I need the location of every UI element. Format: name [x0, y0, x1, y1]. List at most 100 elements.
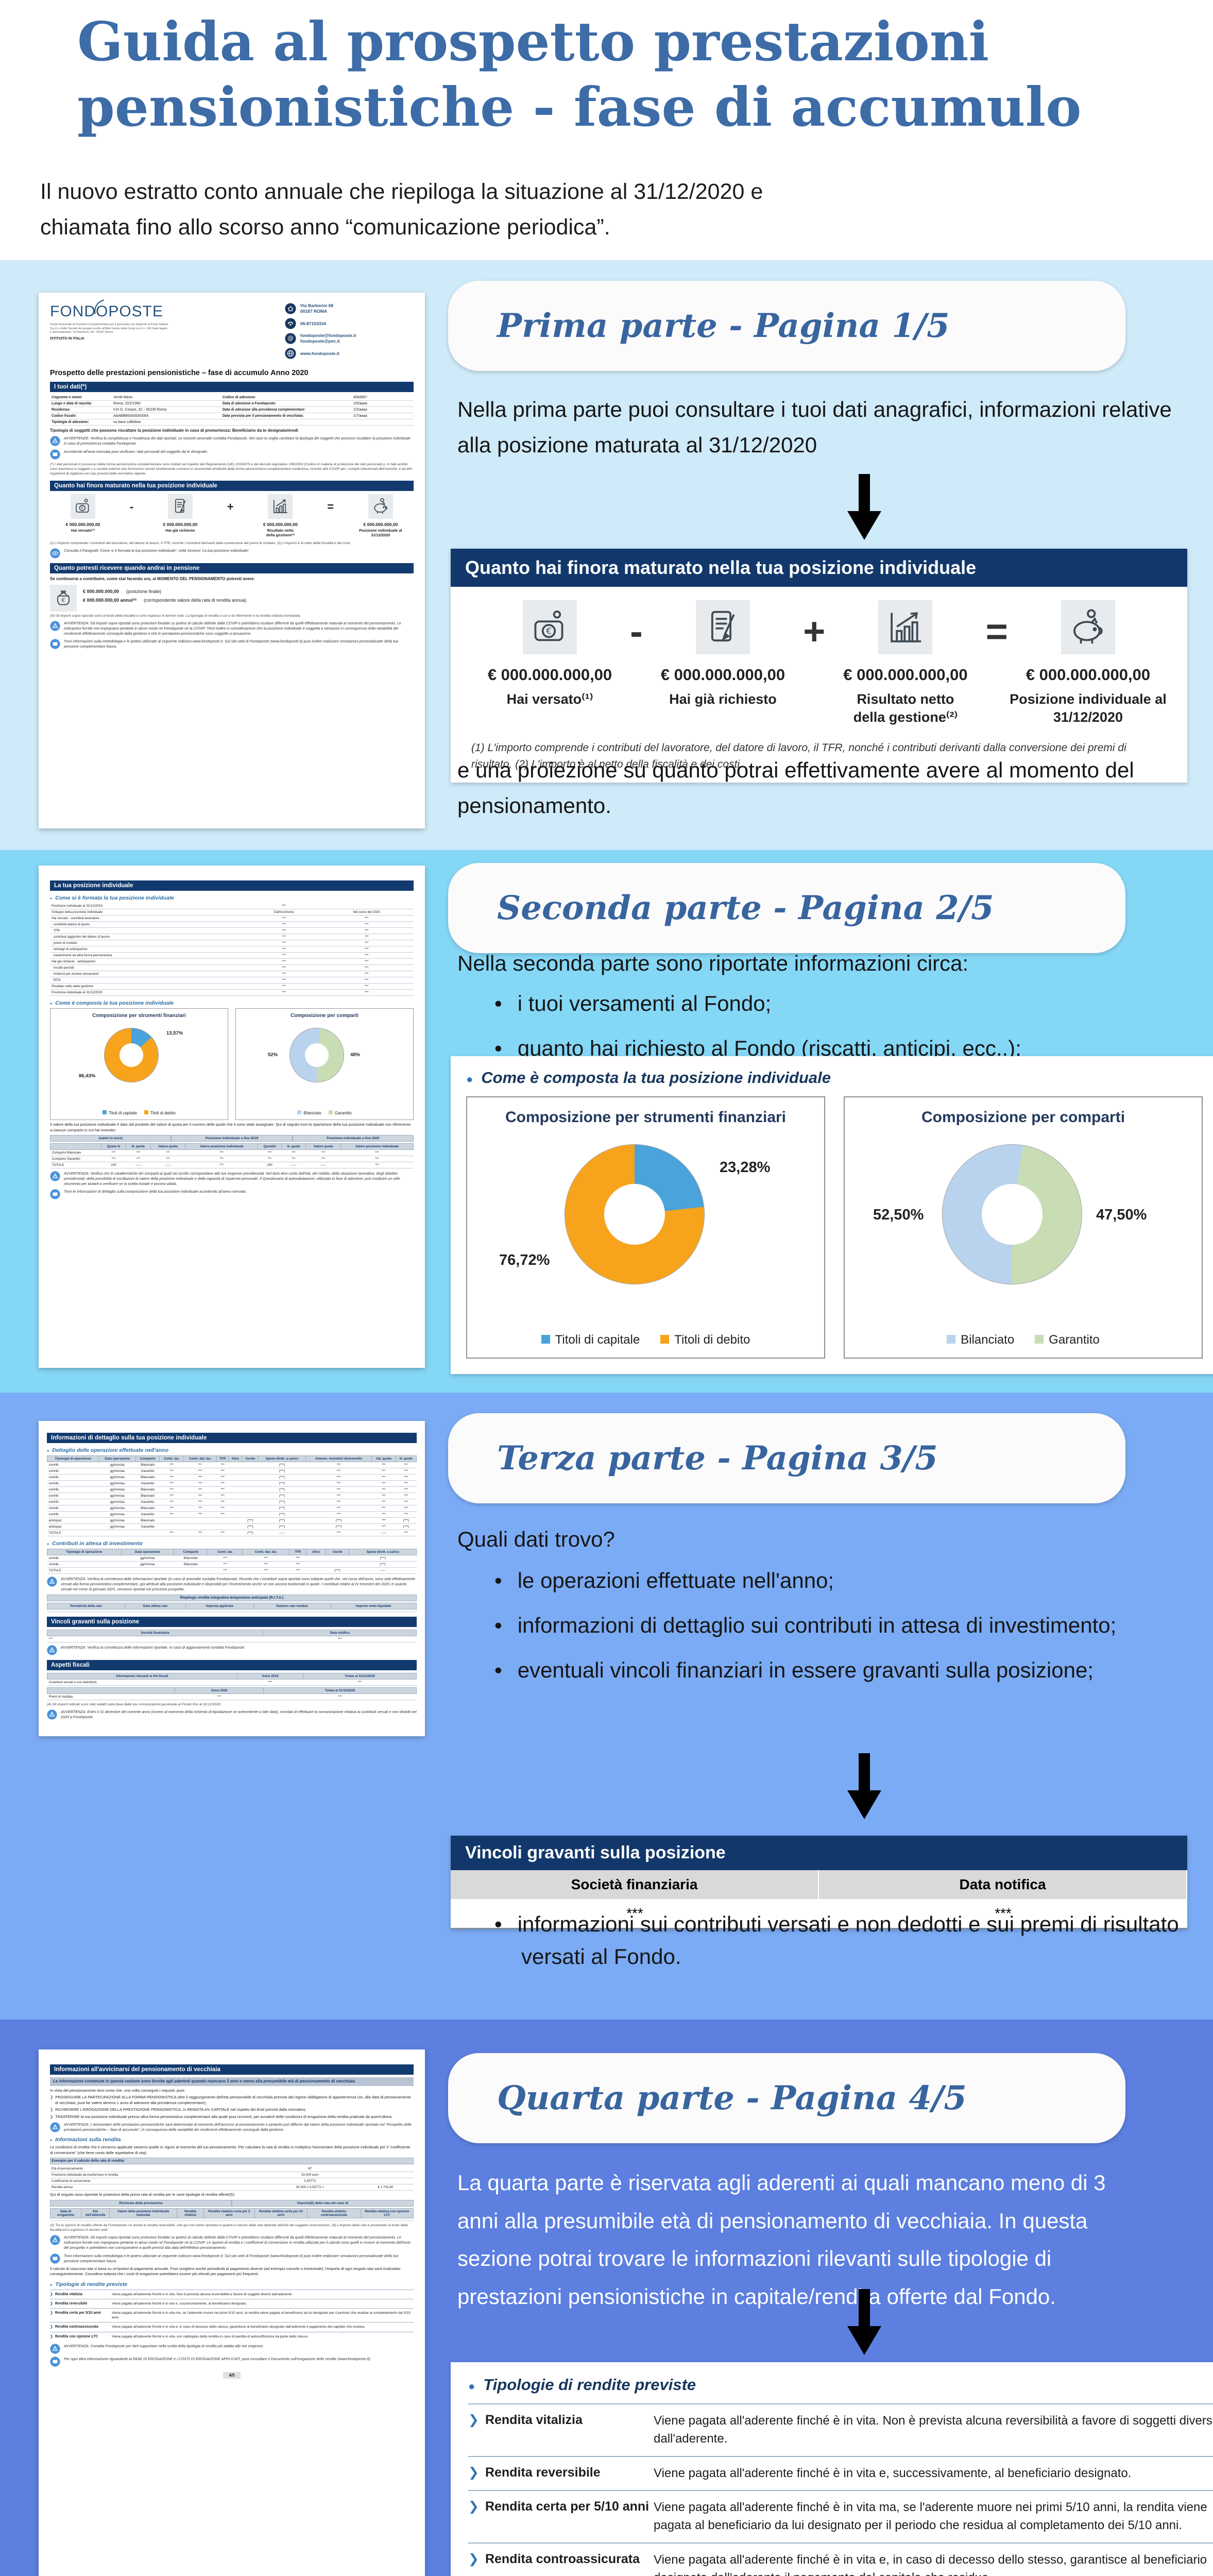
document-pencil-icon — [711, 611, 736, 641]
book-icon — [50, 449, 60, 460]
piggy-bank-icon — [1073, 609, 1103, 645]
mini-chart-comparti: Composizione per comparti 52% 48% Bilanc… — [235, 1008, 414, 1120]
esempio-rendita-table: Età di pensionamento 67 Posizione individu… — [50, 2166, 414, 2191]
maturato-mini-row: € 000.000.000,00 Hai versato⁽¹⁾ - € 000.0… — [52, 494, 412, 538]
book-icon — [50, 2357, 60, 2367]
minus-operator: - — [630, 610, 643, 653]
donut-chart — [943, 1145, 1082, 1284]
at-icon — [285, 333, 296, 344]
fiscali-2019-table: Informazioni rilevanti ai fini fiscali An… — [47, 1673, 417, 1686]
purse-icon — [57, 590, 70, 605]
s3-question: Quali dati trovo? — [457, 1527, 615, 1551]
fondoposte-logo: FONDOPOSTE — [50, 294, 168, 329]
eye-icon — [50, 548, 60, 558]
warning-icon — [50, 2235, 60, 2246]
down-arrow-icon — [847, 474, 881, 540]
composizione-title: Come è composta la tua posizione individ… — [466, 1069, 1203, 1087]
s3-bullet-extra: informazioni sui contributi versati e no… — [494, 1908, 1201, 1973]
rendite-box: Tipologie di rendite previste Rendita vi… — [451, 2362, 1213, 2576]
growth-chart-icon — [891, 612, 922, 642]
mini-chart-strumenti: Composizione per strumenti finanziari 13… — [50, 1008, 228, 1120]
ripartizione-table: Quota % N. quote Valore quota Valore posizi… — [50, 1143, 414, 1168]
contact-email: fondoposte@fondoposte.it fondoposte@pec.… — [300, 333, 356, 344]
contact-phone: 06-87153334 — [300, 320, 327, 326]
intro-text: Il nuovo estratto conto annuale che riep… — [40, 179, 763, 240]
plus-operator: + — [803, 610, 826, 653]
doc-title: Prospetto delle prestazioni pensionistic… — [50, 369, 309, 378]
posizione-table: Posizione individuale al 31/12/2019 *** Sv… — [50, 903, 414, 996]
composizione-card: Come è composta la tua posizione individ… — [451, 1056, 1213, 1374]
section-terza-parte: Informazioni di dettaglio sulla tua posi… — [0, 1393, 1213, 2020]
tile — [523, 600, 577, 654]
donut-chart — [105, 1028, 158, 1082]
tile — [1061, 600, 1115, 654]
proiezioni-table: Data di erogazione Età dell'aderente Valor… — [49, 2208, 414, 2221]
tile — [878, 600, 933, 654]
tile — [695, 600, 750, 654]
section-seconda-parte: La tua posizione individuale Come si è f… — [0, 850, 1213, 1393]
piggy-bank-icon — [374, 498, 387, 514]
contact-website: www.fondoposte.it — [300, 350, 339, 356]
heading-terza-parte: Terza parte - Pagina 3/5 — [448, 1413, 1125, 1503]
maturato-box: Quanto hai finora maturato nella tua pos… — [451, 549, 1187, 783]
phone-icon — [285, 318, 296, 330]
page-number: 4/5 — [223, 2371, 241, 2379]
chart-strumenti-finanziari: Composizione per strumenti finanziari 23… — [466, 1096, 825, 1359]
rita-table: Periodicità della rata Data ultima rata Im… — [47, 1603, 417, 1613]
warning-icon — [50, 621, 60, 632]
vincoli-mini-table: Società finanziaria Data notifica *** *** — [46, 1630, 417, 1643]
chart-comparti: Composizione per comparti 52,50% 47,50% … — [844, 1096, 1203, 1359]
down-arrow-icon — [847, 2289, 881, 2355]
dati-table: Cognome e nome: Verde Mario Codice di ades… — [50, 395, 414, 426]
contributi-attesa-table: Tipologia di operazione Data operazione Co… — [47, 1549, 417, 1574]
heading-quarta-parte: Quarta parte - Pagina 4/5 — [448, 2053, 1125, 2143]
fondoposte-logo-block: FONDOPOSTE Fondo Nazionale di Pensione C… — [50, 294, 168, 363]
warning-icon — [47, 1709, 57, 1720]
home-icon — [285, 303, 296, 315]
down-arrow-icon — [847, 1753, 881, 1819]
contact-address: Via Barberini 68 00187 ROMA — [300, 303, 334, 314]
maturato-footnote: (1) L'importo comprende i contributi del… — [471, 742, 1126, 770]
donut-chart — [290, 1028, 344, 1082]
warning-icon — [47, 1577, 57, 1587]
heading-seconda-parte: Seconda parte - Pagina 2/5 — [448, 863, 1125, 953]
s4-paragraph: La quarta parte è riservata agli aderent… — [457, 2171, 1106, 2309]
band-pensione: Quanto potresti ricevere quando andrai i… — [50, 563, 414, 573]
doc-page2-thumbnail: La tua posizione individuale Come si è f… — [39, 866, 425, 1368]
document-pencil-icon — [175, 499, 186, 513]
section-quarta-parte: Informazioni all'avvicinarsi del pension… — [0, 2020, 1213, 2576]
maturato-box-title: Quanto hai finora maturato nella tua pos… — [451, 549, 1187, 587]
wallet-euro-icon — [76, 499, 89, 513]
doc-page1-thumbnail: FONDOPOSTE Fondo Nazionale di Pensione C… — [39, 293, 425, 828]
page-title: Guida al prospetto prestazioni pensionist… — [77, 10, 1082, 139]
s2-paragraph: Nella seconda parte sono riportate infor… — [457, 951, 969, 975]
s3-bullet-list: le operazioni effettuate nell'anno; info… — [494, 1565, 1180, 1700]
heading-prima-parte: Prima parte - Pagina 1/5 — [448, 281, 1125, 371]
mini-charts-row: Composizione per strumenti finanziari 13… — [50, 1008, 414, 1120]
vincoli-title: Vincoli gravanti sulla posizione — [451, 1836, 1187, 1870]
footnote-privacy: (*) I dati personali in possesso della f… — [50, 462, 413, 476]
premorienza-line: Tipologia di soggetti che possono riscat… — [50, 428, 298, 433]
book-icon — [50, 2253, 60, 2264]
s1-paragraph: Nella prima parte puoi consultare i tuoi… — [457, 397, 1172, 457]
logo-subtext: Fondo Nazionale di Pensione Complementar… — [50, 323, 168, 334]
fiscali-2020-table: Anno 2020 Totale al 31/12/2020 Premi di ri… — [47, 1687, 417, 1701]
warning-icon — [50, 1171, 60, 1181]
book-icon — [50, 639, 60, 649]
growth-chart-icon — [274, 499, 288, 514]
warning-icon — [50, 436, 60, 447]
warning-icon — [47, 1645, 57, 1656]
section-prima-parte: FONDOPOSTE Fondo Nazionale di Pensione C… — [0, 260, 1213, 850]
book-icon — [50, 1189, 60, 1199]
operazioni-table: Tipologia di operazione Data operazione Co… — [46, 1455, 417, 1536]
wallet-euro-icon — [534, 610, 563, 641]
istituito-label: ISTITUITO IN ITALIA — [50, 336, 84, 341]
s1-paragraph-2: e una proiezione su quanto potrai effett… — [457, 758, 1134, 818]
pension-intro: Se continuerai a contribuire, come stai … — [50, 576, 255, 581]
doc-page4-thumbnail: Informazioni all'avvicinarsi del pension… — [39, 2049, 425, 2576]
rendite-title: Tipologie di rendite previste — [468, 2376, 1213, 2394]
warning-icon — [50, 2343, 60, 2354]
band-i-tuoi-dati: I tuoi dati(*) — [50, 382, 414, 393]
doc-page3-thumbnail: Informazioni di dettaglio sulla tua posi… — [39, 1421, 425, 1736]
